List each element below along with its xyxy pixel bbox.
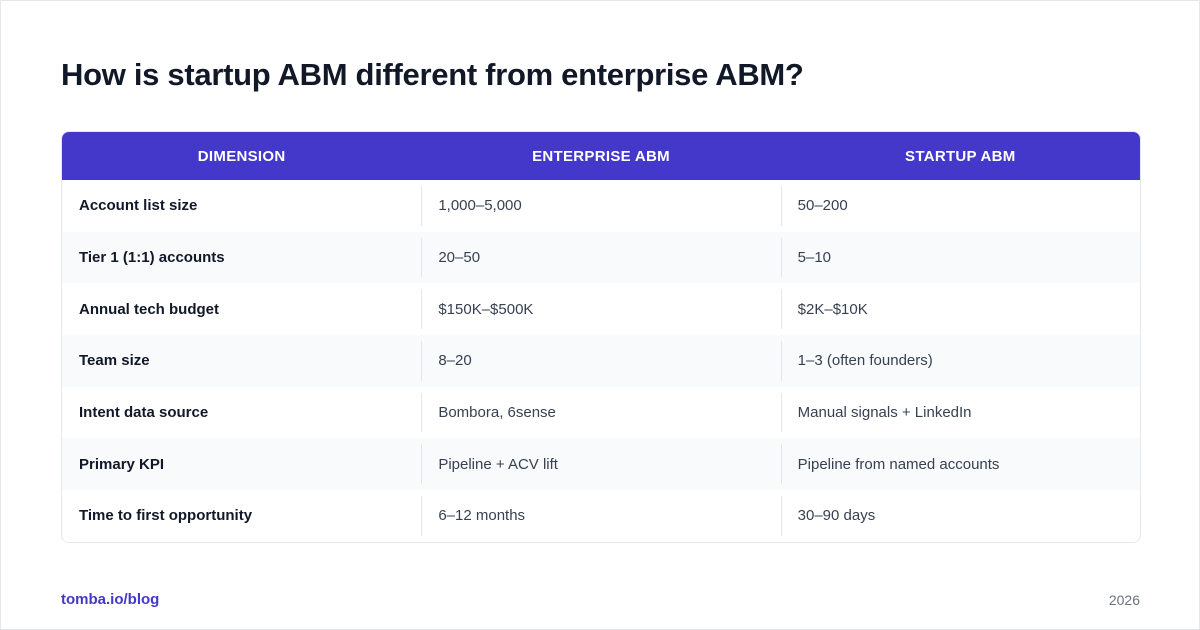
table-cell: 30–90 days [780,490,1140,542]
table-row: Primary KPI Pipeline + ACV lift Pipeline f… [62,438,1140,491]
table-row: Intent data source Bombora, 6sense Manual … [62,387,1140,439]
table-cell: Primary KPI [79,455,165,473]
table-cell: Pipeline + ACV lift [421,438,780,490]
table-row: Time to first opportunity 6–12 months 30–9… [62,490,1140,542]
table-cell: Account list size [79,197,198,215]
table-cell: 50–200 [780,180,1140,232]
comparison-table: DIMENSION ENTERPRISE ABM STARTUP ABM Accou… [61,131,1141,543]
table-cell: $150K–$500K [421,283,780,335]
table-cell: Manual signals + LinkedIn [780,387,1140,439]
table-cell: Pipeline from named accounts [780,438,1140,490]
table-row: Team size 8–20 1–3 (often founders) [62,335,1140,387]
source-link[interactable]: tomba.io/blog [61,591,160,608]
table-row: Tier 1 (1:1) accounts 20–50 5–10 [62,231,1140,284]
table-cell: 1,000–5,000 [421,180,780,232]
table-cell: 6–12 months [421,490,780,542]
table-cell: Team size [79,352,150,370]
table-cell: Tier 1 (1:1) accounts [79,249,225,267]
header-cell: STARTUP ABM [905,147,1016,165]
table-row: Account list size 1,000–5,000 50–200 [62,180,1140,232]
table-cell: 1–3 (often founders) [780,335,1140,387]
header-cell: DIMENSION [197,147,286,165]
year: 2026 [1108,592,1140,608]
table-cell: 5–10 [780,232,1140,284]
table-cell: Annual tech budget [79,300,219,318]
header-cell: ENTERPRISE ABM [532,147,670,165]
table-row: Annual tech budget $150K–$500K $2K–$10K [62,283,1140,335]
table-cell: 8–20 [421,335,780,387]
title: How is startup ABM different from enterp… [61,57,804,92]
table-cell: Time to first opportunity [79,507,253,525]
table-header: DIMENSION ENTERPRISE ABM STARTUP ABM [62,132,1140,180]
table-cell: Bombora, 6sense [421,387,780,439]
table-cell: 20–50 [421,232,780,284]
table-cell: $2K–$10K [780,283,1140,335]
table-cell: Intent data source [79,404,209,422]
